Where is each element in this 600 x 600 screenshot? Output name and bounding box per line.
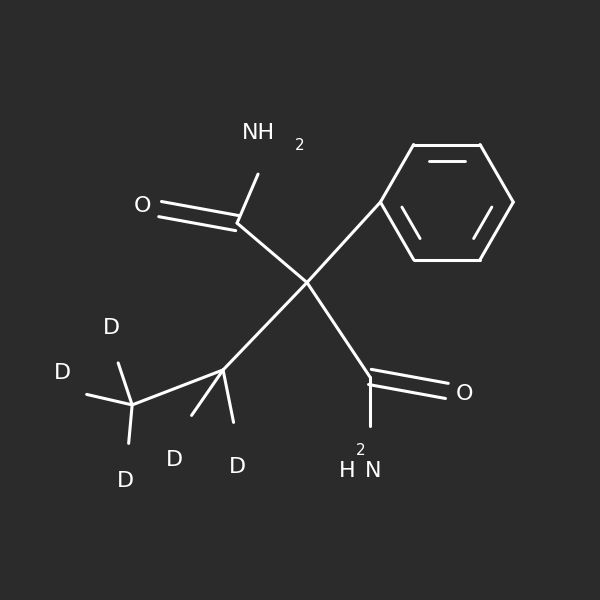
Text: D: D	[229, 457, 245, 478]
Text: NH: NH	[241, 122, 275, 143]
Text: D: D	[116, 472, 134, 491]
Text: 2: 2	[356, 443, 365, 458]
Text: D: D	[53, 364, 71, 383]
Text: N: N	[365, 461, 381, 481]
Text: 2: 2	[295, 138, 304, 153]
Text: O: O	[134, 196, 151, 215]
Text: D: D	[103, 319, 120, 338]
Text: O: O	[455, 385, 473, 404]
Text: D: D	[166, 451, 182, 470]
Text: H: H	[340, 461, 356, 481]
